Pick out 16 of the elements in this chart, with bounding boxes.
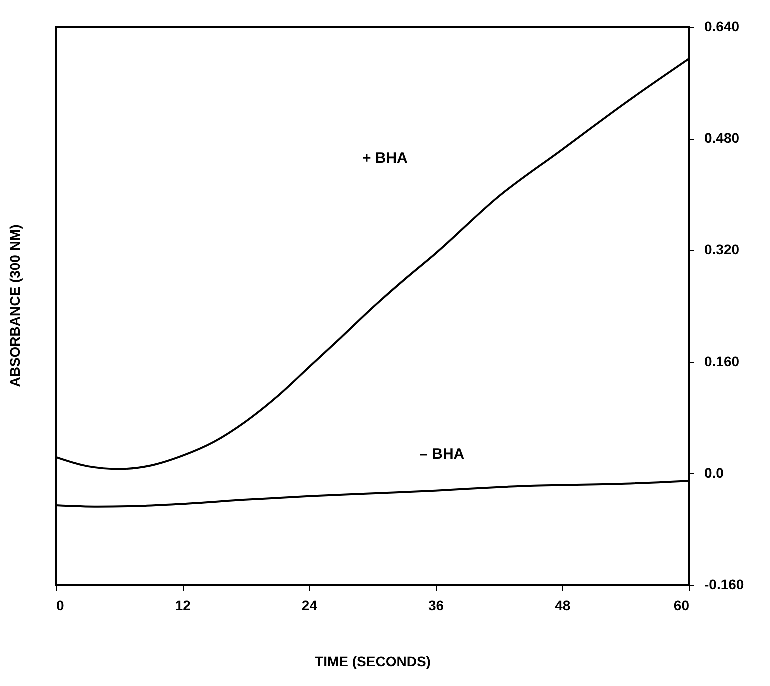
x-tick-label: 48: [555, 598, 571, 614]
x-tick-label: 24: [302, 598, 318, 614]
y-tick-label: 0.160: [704, 353, 740, 370]
x-axis-title: TIME (SECONDS): [315, 654, 431, 670]
annotation: – BHA: [420, 446, 465, 463]
y-tick-label: -0.160: [704, 576, 744, 592]
y-axis-title: ABSORBANCE (300 NM): [7, 224, 23, 388]
x-tick-label: 36: [428, 598, 444, 614]
y-tick-label: 0.0: [704, 464, 724, 481]
x-tick-label: 0: [56, 598, 64, 614]
y-tick-label: 0.320: [704, 242, 740, 258]
y-tick-label: 0.480: [704, 130, 740, 146]
annotation: + BHA: [362, 150, 408, 168]
y-tick-label: 0.640: [704, 18, 740, 34]
x-tick-label: 60: [674, 598, 690, 614]
x-tick-label: 12: [175, 598, 192, 614]
